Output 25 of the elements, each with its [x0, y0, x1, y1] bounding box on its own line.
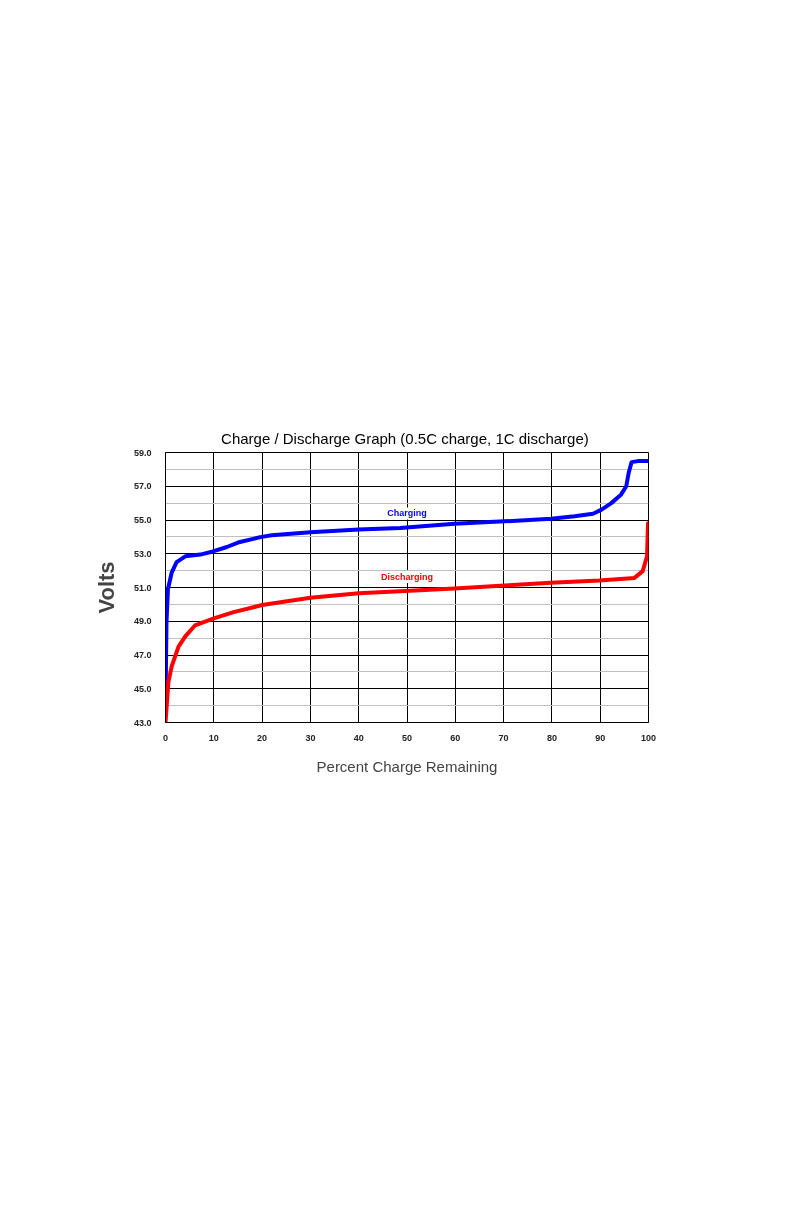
y-tick-label: 57.0 — [133, 481, 152, 492]
x-axis-title: Percent Charge Remaining — [316, 757, 498, 775]
y-tick-label: 47.0 — [133, 650, 152, 660]
y-tick-label: 49.0 — [133, 616, 152, 627]
x-tick-label: 10 — [208, 732, 219, 743]
y-tick-label: 59.0 — [133, 447, 152, 458]
x-tick-label: 20 — [257, 732, 268, 743]
x-tick-label: 30 — [305, 732, 316, 743]
y-tick-label: 55.0 — [133, 515, 152, 525]
y-tick-label: 51.0 — [133, 582, 152, 593]
x-tick-label: 50 — [401, 732, 413, 743]
x-tick-label: 40 — [353, 732, 364, 743]
series-label: Discharging — [381, 571, 434, 582]
y-tick-label: 53.0 — [133, 548, 152, 559]
x-tick-label: 0 — [163, 732, 169, 743]
x-tick-label: 90 — [595, 732, 606, 743]
x-tick-label: 60 — [450, 732, 461, 743]
series-label: Charging — [387, 508, 427, 519]
x-tick-label: 80 — [546, 732, 557, 743]
y-tick-label: 45.0 — [133, 683, 152, 694]
y-axis-title: Volts — [93, 561, 119, 614]
x-tick-label: 70 — [498, 732, 509, 743]
x-tick-label: 100 — [640, 732, 657, 743]
y-tick-label: 43.0 — [133, 717, 152, 728]
chart-title: Charge / Discharge Graph (0.5C charge, 1C discharge) — [221, 429, 589, 447]
